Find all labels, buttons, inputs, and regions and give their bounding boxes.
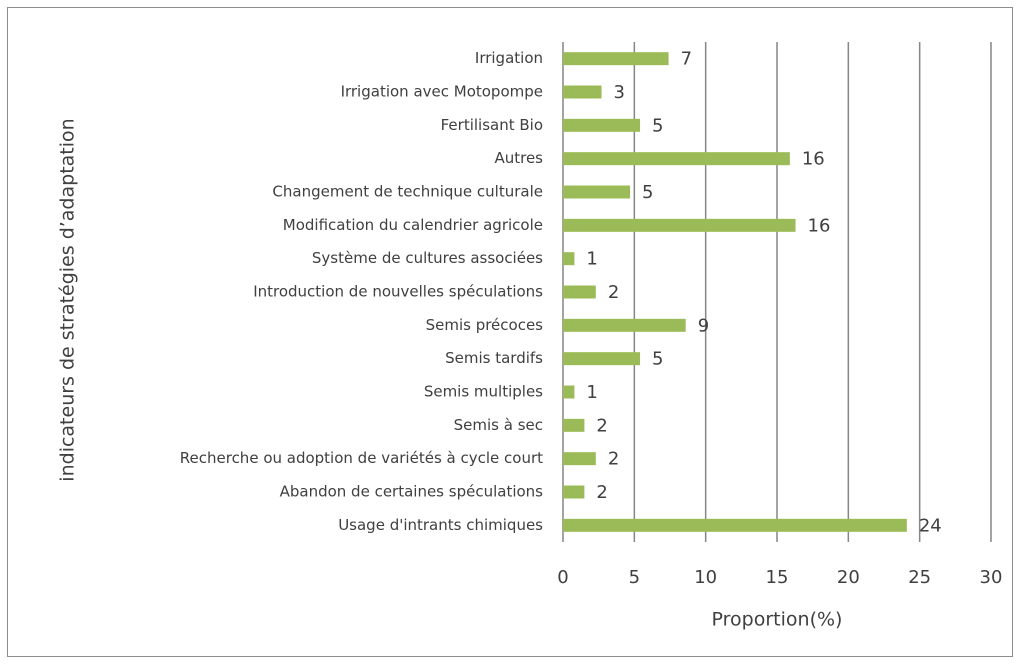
bar (563, 352, 641, 366)
data-label: 2 (608, 449, 619, 470)
bar (563, 385, 575, 399)
data-label: 16 (808, 215, 831, 236)
y-tick-label: Irrigation (475, 49, 543, 67)
data-label: 3 (614, 82, 625, 103)
data-label: 9 (698, 315, 709, 336)
data-label: 5 (642, 182, 653, 203)
y-tick-label: Introduction de nouvelles spéculations (253, 283, 543, 301)
y-tick-label: Système de cultures associées (312, 249, 543, 267)
y-tick-label: Usage d'intrants chimiques (338, 516, 543, 534)
x-tick-label: 25 (908, 567, 931, 588)
data-label: 5 (652, 115, 663, 136)
bar (563, 285, 596, 299)
y-tick-label: Fertilisant Bio (441, 116, 543, 134)
bar (563, 185, 631, 199)
y-tick-label: Irrigation avec Motopompe (341, 83, 543, 101)
bar (563, 318, 686, 332)
x-tick-label: 30 (980, 567, 1003, 588)
bar (563, 118, 641, 132)
bar (563, 52, 669, 66)
y-tick-label: Semis à sec (454, 416, 543, 434)
data-label: 2 (608, 282, 619, 303)
y-tick-label: Abandon de certaines spéculations (280, 483, 544, 501)
bar (563, 485, 585, 499)
data-label: 5 (652, 349, 663, 370)
y-tick-label: Semis tardifs (445, 349, 543, 367)
bar (563, 452, 596, 466)
x-tick-label: 20 (837, 567, 860, 588)
bar (563, 152, 790, 166)
y-tick-label: Semis précoces (426, 316, 544, 334)
bar (563, 418, 585, 432)
x-tick-label: 5 (629, 567, 640, 588)
data-label: 24 (919, 515, 942, 536)
bar (563, 252, 575, 266)
chart-border (7, 7, 1013, 657)
data-label: 2 (596, 482, 607, 503)
bar (563, 218, 796, 232)
y-tick-label: Recherche ou adoption de variétés à cycl… (180, 449, 543, 467)
y-tick-label: Modification du calendrier agricole (283, 216, 543, 234)
bar (563, 85, 602, 99)
y-tick-label: Semis multiples (424, 383, 543, 401)
data-label: 7 (681, 49, 692, 70)
x-tick-label: 10 (694, 567, 717, 588)
data-label: 1 (586, 249, 597, 270)
x-axis-label: Proportion(%) (712, 609, 843, 631)
y-axis-label: indicateurs de stratégies d’adaptation (57, 118, 79, 481)
x-tick-label: 0 (557, 567, 568, 588)
data-label: 2 (596, 415, 607, 436)
y-tick-label: Changement de technique culturale (272, 183, 543, 201)
y-tick-label: Autres (494, 149, 543, 167)
bar (563, 518, 907, 532)
x-tick-label: 15 (766, 567, 789, 588)
data-label: 1 (586, 382, 597, 403)
data-label: 16 (802, 149, 825, 170)
